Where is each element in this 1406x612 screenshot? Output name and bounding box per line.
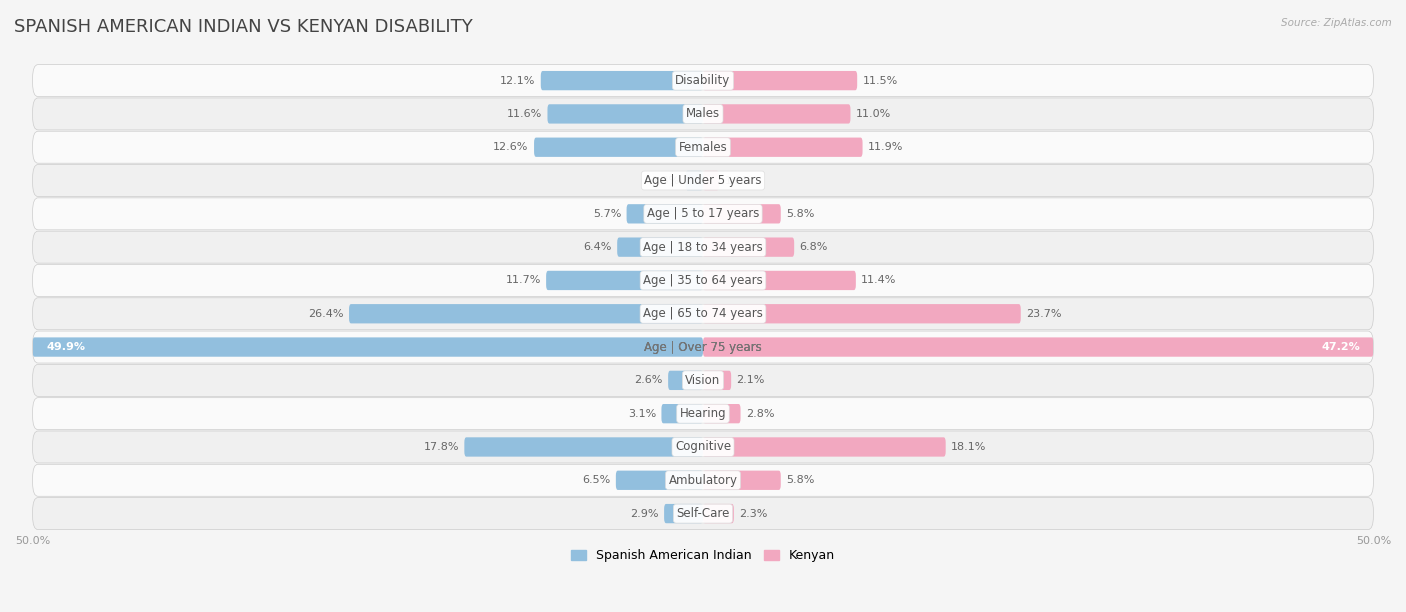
FancyBboxPatch shape: [703, 404, 741, 424]
FancyBboxPatch shape: [703, 204, 780, 223]
FancyBboxPatch shape: [32, 431, 1374, 463]
Text: 12.6%: 12.6%: [494, 142, 529, 152]
Text: Source: ZipAtlas.com: Source: ZipAtlas.com: [1281, 18, 1392, 28]
FancyBboxPatch shape: [703, 371, 731, 390]
FancyBboxPatch shape: [703, 471, 780, 490]
FancyBboxPatch shape: [703, 337, 1374, 357]
FancyBboxPatch shape: [32, 231, 1374, 263]
Text: 2.8%: 2.8%: [747, 409, 775, 419]
FancyBboxPatch shape: [627, 204, 703, 223]
FancyBboxPatch shape: [32, 65, 1374, 97]
Text: Ambulatory: Ambulatory: [668, 474, 738, 487]
FancyBboxPatch shape: [547, 104, 703, 124]
Text: 2.6%: 2.6%: [634, 375, 662, 386]
Text: 3.1%: 3.1%: [628, 409, 657, 419]
FancyBboxPatch shape: [703, 237, 794, 257]
Text: 12.1%: 12.1%: [501, 76, 536, 86]
Text: 1.3%: 1.3%: [652, 176, 681, 185]
FancyBboxPatch shape: [32, 398, 1374, 430]
Text: 23.7%: 23.7%: [1026, 308, 1062, 319]
Text: 11.0%: 11.0%: [856, 109, 891, 119]
FancyBboxPatch shape: [703, 71, 858, 91]
FancyBboxPatch shape: [32, 498, 1374, 529]
Text: 6.5%: 6.5%: [582, 476, 610, 485]
Text: 5.8%: 5.8%: [786, 209, 814, 219]
FancyBboxPatch shape: [664, 504, 703, 523]
Text: 6.8%: 6.8%: [800, 242, 828, 252]
Text: 11.6%: 11.6%: [506, 109, 543, 119]
FancyBboxPatch shape: [464, 438, 703, 457]
Text: 49.9%: 49.9%: [46, 342, 84, 352]
FancyBboxPatch shape: [703, 171, 718, 190]
Text: 2.9%: 2.9%: [630, 509, 659, 518]
Text: SPANISH AMERICAN INDIAN VS KENYAN DISABILITY: SPANISH AMERICAN INDIAN VS KENYAN DISABI…: [14, 18, 472, 36]
FancyBboxPatch shape: [32, 198, 1374, 230]
Text: Age | Under 5 years: Age | Under 5 years: [644, 174, 762, 187]
Text: Age | 5 to 17 years: Age | 5 to 17 years: [647, 207, 759, 220]
Text: Females: Females: [679, 141, 727, 154]
Text: Cognitive: Cognitive: [675, 441, 731, 453]
FancyBboxPatch shape: [661, 404, 703, 424]
FancyBboxPatch shape: [703, 438, 946, 457]
FancyBboxPatch shape: [32, 331, 1374, 363]
Text: Disability: Disability: [675, 74, 731, 87]
FancyBboxPatch shape: [32, 465, 1374, 496]
Text: Age | 65 to 74 years: Age | 65 to 74 years: [643, 307, 763, 320]
FancyBboxPatch shape: [617, 237, 703, 257]
FancyBboxPatch shape: [541, 71, 703, 91]
Text: 6.4%: 6.4%: [583, 242, 612, 252]
Text: 2.1%: 2.1%: [737, 375, 765, 386]
FancyBboxPatch shape: [616, 471, 703, 490]
Text: Age | Over 75 years: Age | Over 75 years: [644, 340, 762, 354]
Text: Age | 35 to 64 years: Age | 35 to 64 years: [643, 274, 763, 287]
Text: Males: Males: [686, 108, 720, 121]
FancyBboxPatch shape: [32, 165, 1374, 196]
Text: 11.9%: 11.9%: [868, 142, 903, 152]
Text: 5.8%: 5.8%: [786, 476, 814, 485]
Text: 11.7%: 11.7%: [505, 275, 541, 285]
Text: Hearing: Hearing: [679, 407, 727, 420]
FancyBboxPatch shape: [703, 504, 734, 523]
FancyBboxPatch shape: [546, 271, 703, 290]
Text: 1.2%: 1.2%: [724, 176, 752, 185]
FancyBboxPatch shape: [703, 304, 1021, 323]
Text: 47.2%: 47.2%: [1322, 342, 1360, 352]
Text: 26.4%: 26.4%: [308, 308, 343, 319]
Text: 5.7%: 5.7%: [593, 209, 621, 219]
Text: 18.1%: 18.1%: [950, 442, 987, 452]
FancyBboxPatch shape: [703, 138, 862, 157]
Text: 11.4%: 11.4%: [862, 275, 897, 285]
Legend: Spanish American Indian, Kenyan: Spanish American Indian, Kenyan: [567, 545, 839, 566]
FancyBboxPatch shape: [703, 104, 851, 124]
FancyBboxPatch shape: [686, 171, 703, 190]
FancyBboxPatch shape: [703, 271, 856, 290]
Text: 11.5%: 11.5%: [862, 76, 898, 86]
FancyBboxPatch shape: [32, 337, 703, 357]
FancyBboxPatch shape: [32, 264, 1374, 296]
Text: Age | 18 to 34 years: Age | 18 to 34 years: [643, 241, 763, 253]
FancyBboxPatch shape: [32, 131, 1374, 163]
Text: Self-Care: Self-Care: [676, 507, 730, 520]
FancyBboxPatch shape: [349, 304, 703, 323]
Text: 2.3%: 2.3%: [740, 509, 768, 518]
Text: 17.8%: 17.8%: [423, 442, 458, 452]
FancyBboxPatch shape: [668, 371, 703, 390]
FancyBboxPatch shape: [534, 138, 703, 157]
FancyBboxPatch shape: [32, 98, 1374, 130]
Text: Age | Over 75 years: Age | Over 75 years: [644, 340, 762, 354]
FancyBboxPatch shape: [32, 364, 1374, 397]
FancyBboxPatch shape: [32, 298, 1374, 330]
Text: Vision: Vision: [685, 374, 721, 387]
